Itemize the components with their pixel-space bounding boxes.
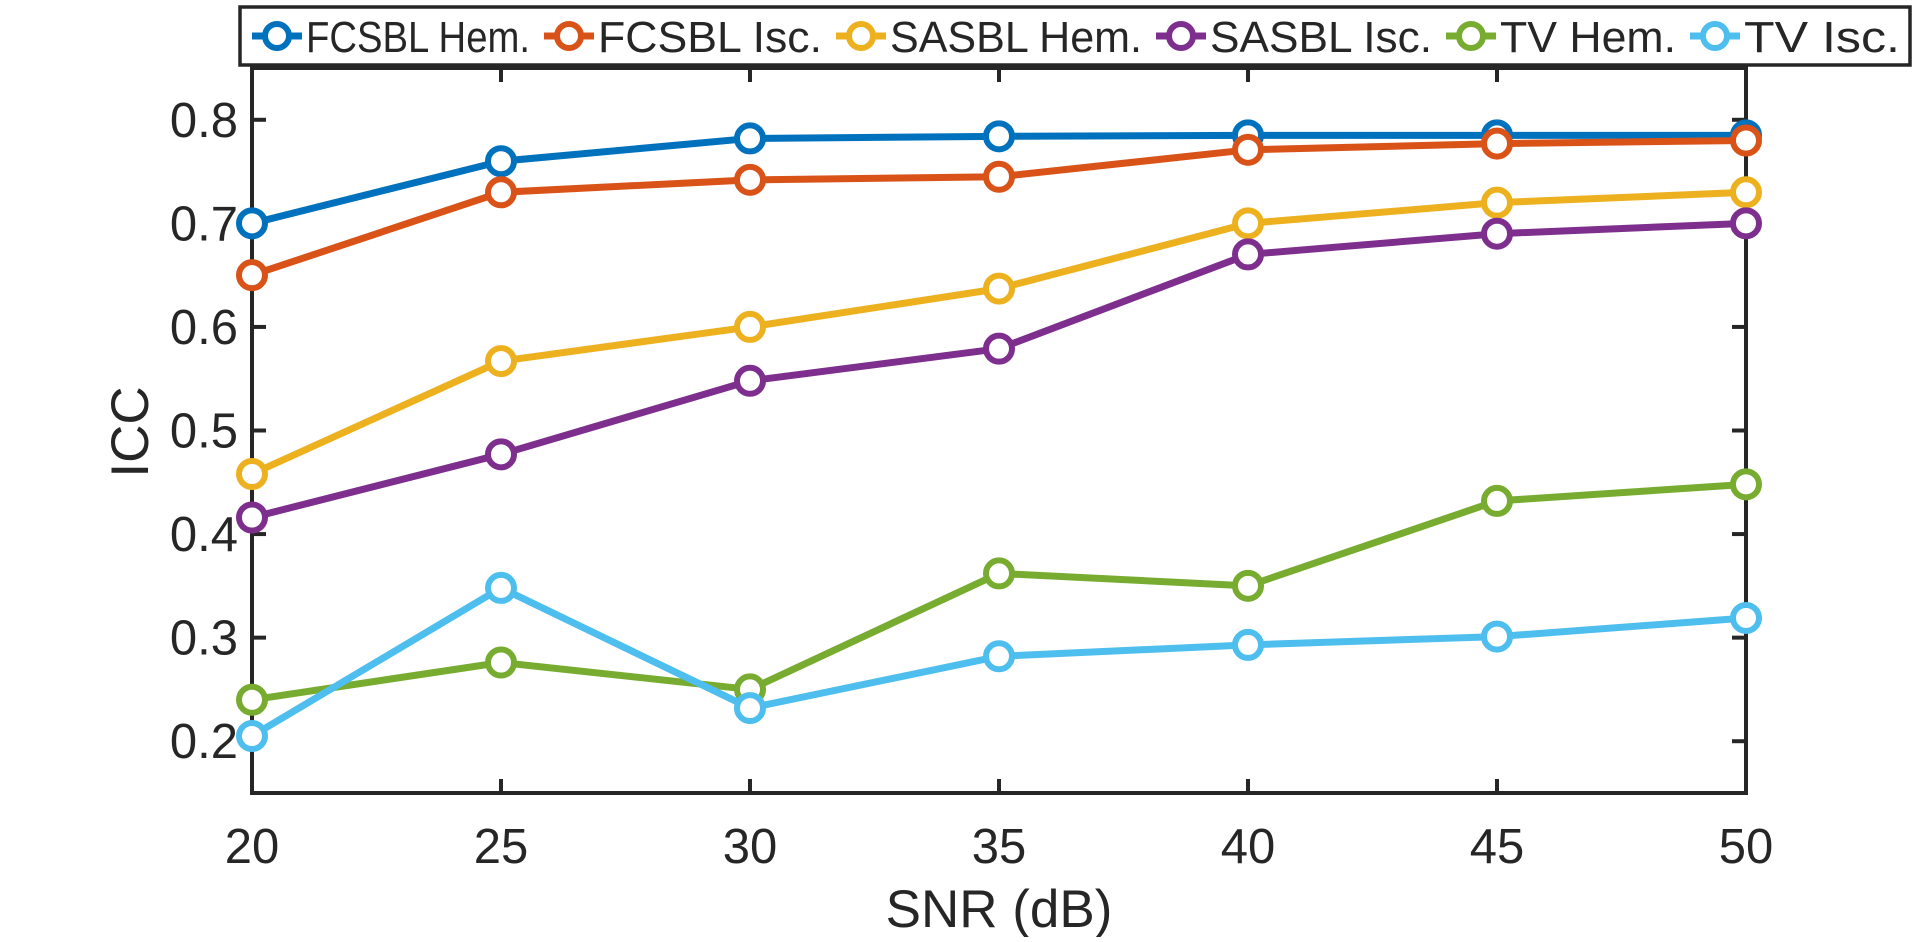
legend-marker	[262, 21, 292, 51]
data-point	[236, 458, 268, 490]
data-point	[983, 160, 1015, 193]
data-point	[1232, 628, 1264, 661]
data-point	[485, 145, 517, 178]
data-point	[1730, 124, 1762, 157]
series-lines	[236, 119, 1762, 753]
legend-marker	[1166, 21, 1196, 51]
legend-box	[238, 5, 1912, 67]
legend-label: SASBL Hem.	[890, 13, 1142, 62]
data-point	[983, 272, 1015, 305]
data-point	[236, 720, 268, 753]
legend-marker	[1700, 21, 1730, 51]
data-point	[1232, 133, 1264, 166]
y-tick-label: 0.5	[170, 405, 238, 459]
legend-entry: SASBL Isc.	[1156, 13, 1432, 62]
data-point	[485, 176, 517, 209]
legend-label: FCSBL Hem.	[306, 13, 530, 62]
data-point	[734, 364, 766, 397]
data-point	[983, 332, 1015, 365]
y-tick-label: 0.6	[170, 301, 238, 355]
data-point	[1232, 238, 1264, 271]
legend: FCSBL Hem. FCSBL Isc. SASBL Hem. SASBL Isc.…	[238, 5, 1912, 67]
data-point	[1481, 620, 1513, 653]
series-sasbl-hem	[236, 176, 1762, 490]
legend-entry: FCSBL Hem.	[252, 13, 530, 62]
legend-label: TV Isc.	[1744, 13, 1900, 62]
series-tv-hem	[236, 468, 1762, 716]
legend-entry: FCSBL Isc.	[544, 13, 822, 62]
x-tick-label: 20	[225, 820, 280, 874]
x-tick-label: 45	[1470, 820, 1525, 874]
data-point	[983, 120, 1015, 153]
x-tick-label: 35	[972, 820, 1027, 874]
data-point	[236, 259, 268, 292]
legend-label: SASBL Isc.	[1210, 13, 1432, 62]
data-point	[1730, 176, 1762, 209]
data-point	[236, 501, 268, 534]
y-tick-labels: 0.2 0.3 0.4 0.5 0.6 0.7 0.8	[170, 94, 238, 769]
x-tick-label: 50	[1719, 820, 1774, 874]
data-point	[1232, 569, 1264, 602]
data-point	[983, 557, 1015, 590]
x-tick-label: 25	[474, 820, 529, 874]
data-point	[485, 646, 517, 679]
y-tick-label: 0.2	[170, 715, 238, 769]
data-point	[485, 438, 517, 471]
data-point	[1481, 217, 1513, 250]
data-point	[1481, 186, 1513, 219]
x-tick-label: 40	[1221, 820, 1276, 874]
legend-label: TV Hem.	[1500, 13, 1676, 62]
data-point	[1232, 207, 1264, 240]
y-tick-label: 0.3	[170, 612, 238, 666]
data-point	[485, 345, 517, 378]
y-tick-label: 0.7	[170, 197, 238, 251]
data-point	[236, 683, 268, 716]
y-tick-label: 0.4	[170, 508, 238, 562]
data-point	[1481, 127, 1513, 160]
legend-marker	[554, 21, 584, 51]
legend-entry: TV Isc.	[1690, 13, 1900, 62]
data-point	[734, 310, 766, 343]
legend-label: FCSBL Isc.	[598, 13, 822, 62]
legend-entry: SASBL Hem.	[836, 13, 1142, 62]
series-tv-isc	[236, 571, 1762, 753]
legend-marker	[1456, 21, 1486, 51]
x-tick-label: 30	[723, 820, 778, 874]
data-point	[734, 122, 766, 155]
x-tick-labels: 20 25 30 35 40 45 50	[225, 820, 1774, 874]
data-point	[236, 207, 268, 240]
series-fcsbl-isc	[236, 124, 1762, 292]
data-point	[1730, 468, 1762, 501]
data-point	[1730, 601, 1762, 634]
x-axis-label: SNR (dB)	[886, 880, 1113, 937]
y-axis-label: ICC	[101, 386, 160, 477]
legend-marker	[846, 21, 876, 51]
data-point	[485, 571, 517, 604]
data-point	[734, 692, 766, 725]
data-point	[983, 640, 1015, 673]
data-point	[1730, 207, 1762, 240]
data-point	[734, 163, 766, 196]
series-sasbl-isc	[236, 207, 1762, 534]
y-tick-label: 0.8	[170, 94, 238, 148]
data-point	[1481, 484, 1513, 517]
legend-entry: TV Hem.	[1446, 13, 1676, 62]
